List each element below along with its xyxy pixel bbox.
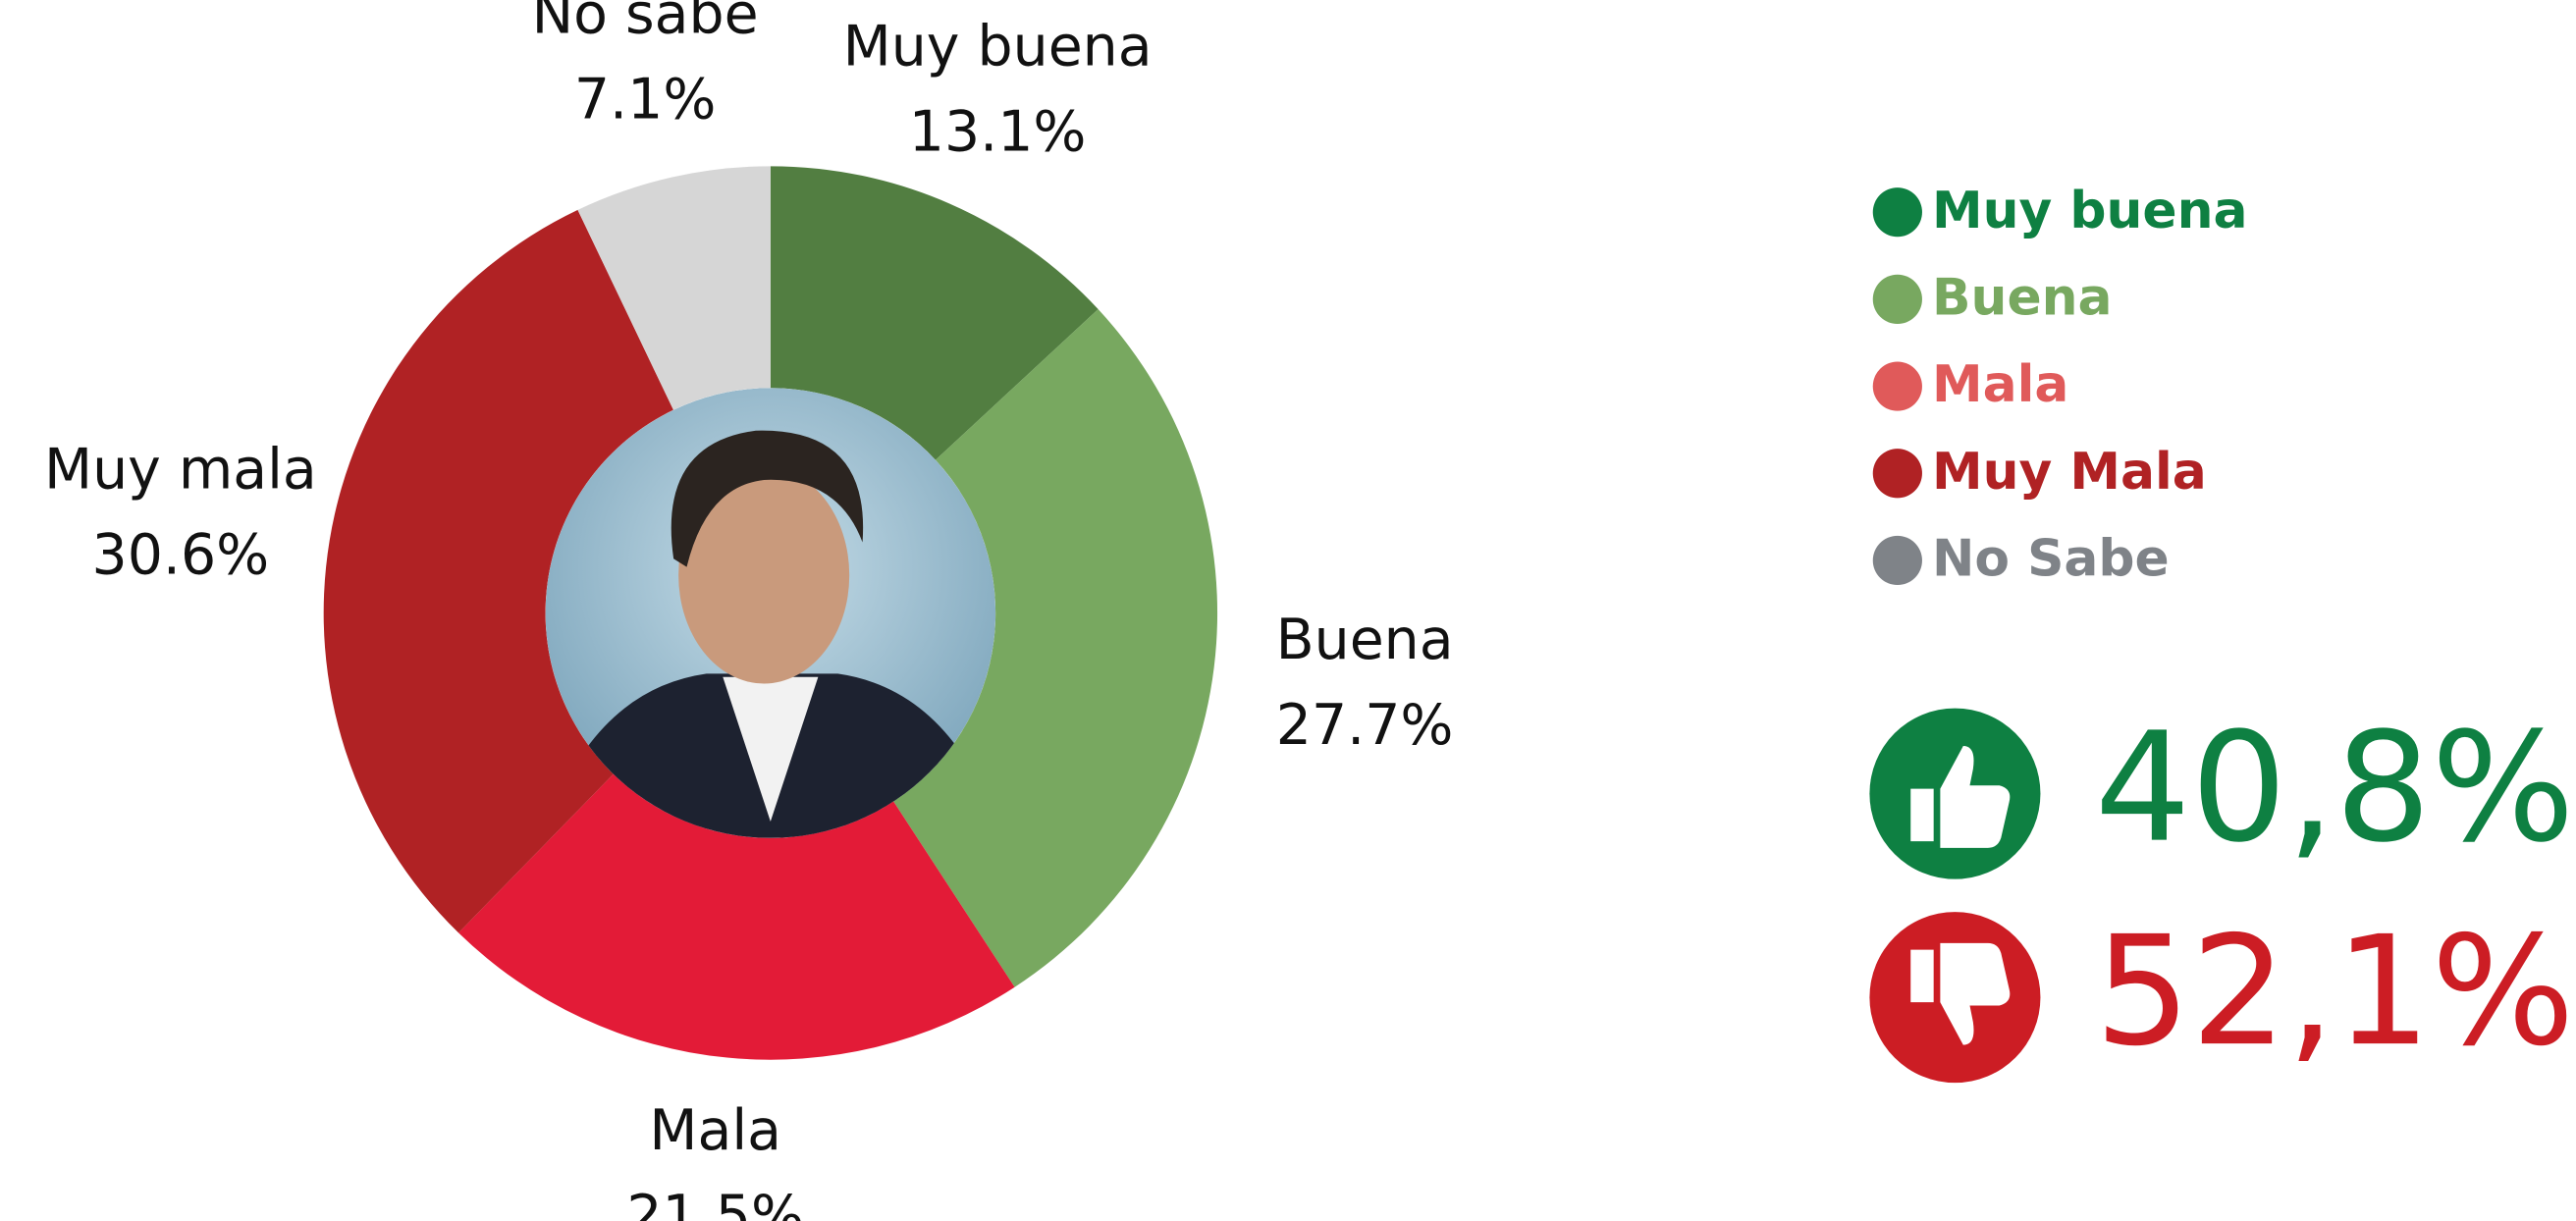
value-label: 13.1% (909, 100, 1087, 165)
legend-marker (1873, 275, 1922, 324)
slice-label: Buena (1276, 608, 1454, 672)
value-label: 27.7% (1276, 693, 1454, 758)
legend-marker (1873, 449, 1922, 498)
legend-label: No Sabe (1932, 530, 2170, 589)
summary-value: 40,8% (2095, 701, 2575, 876)
legend-marker (1873, 536, 1922, 585)
value-label: 7.1% (574, 68, 717, 133)
legend-label: Mala (1932, 355, 2068, 414)
slice-label: No sabe (532, 0, 759, 47)
slice-label: Mala (649, 1098, 781, 1163)
value-label: 21.5% (626, 1184, 804, 1221)
legend-marker (1873, 187, 1922, 237)
slice-label: Muy buena (843, 15, 1153, 80)
summary-value: 52,1% (2095, 904, 2575, 1080)
slice-label: Muy mala (44, 438, 317, 503)
thumb-up-icon (1869, 709, 2040, 879)
chart: Muy buena Buena Mala Muy Mala No Sabe Muy bu… (0, 0, 2576, 1221)
thumb-down-icon (1869, 912, 2040, 1083)
legend-marker (1873, 361, 1922, 410)
legend: Muy buena Buena Mala Muy Mala No Sabe (1873, 182, 2248, 589)
page: Muy buena Buena Mala Muy Mala No Sabe Muy bu… (0, 0, 2576, 1221)
legend-label: Muy Mala (1932, 443, 2207, 502)
legend-label: Muy buena (1932, 182, 2248, 240)
legend-label: Buena (1932, 269, 2113, 328)
value-label: 30.6% (92, 523, 270, 588)
